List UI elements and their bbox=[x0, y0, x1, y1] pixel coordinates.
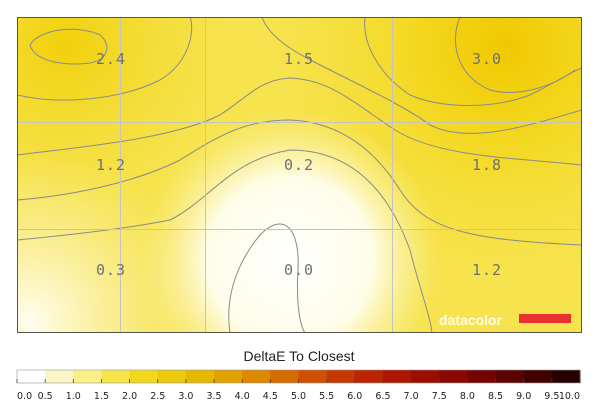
colorbar-tick-label: 3.0 bbox=[178, 391, 193, 402]
cell-label: 3.0 bbox=[472, 50, 502, 68]
cell-label: 1.2 bbox=[472, 261, 502, 279]
heatmap-cool-center bbox=[17, 17, 582, 333]
datacolor-logo-text: datacolor bbox=[439, 312, 503, 328]
datacolor-logo: datacolor bbox=[439, 312, 571, 328]
colorbar-segment bbox=[214, 370, 243, 383]
colorbar-tick-label: 7.5 bbox=[432, 391, 447, 402]
colorbar-tick-label: 0.5 bbox=[38, 391, 53, 402]
colorbar-tick-label: 8.5 bbox=[488, 391, 503, 402]
colorbar-tick-label: 10.0 bbox=[559, 391, 580, 402]
colorbar-segment bbox=[157, 370, 187, 383]
contour-line bbox=[17, 149, 433, 333]
contour-line bbox=[454, 17, 576, 93]
colorbar-segment bbox=[129, 370, 159, 383]
colorbar-tick-label: 5.5 bbox=[319, 391, 334, 402]
cell-value-labels: 2.4 1.5 3.0 1.2 0.2 1.8 0.3 0.0 1.2 bbox=[96, 50, 502, 279]
cell-label: 0.3 bbox=[96, 261, 126, 279]
colorbar-segment bbox=[270, 370, 300, 383]
colorbar-tick-label: 2.5 bbox=[150, 391, 165, 402]
colorbar-segment bbox=[439, 370, 468, 383]
colorbar-segment bbox=[495, 370, 525, 383]
colorbar-tick-label: 6.5 bbox=[375, 391, 390, 402]
colorbar-segment bbox=[551, 370, 581, 383]
colorbar-tick-label: 7.0 bbox=[404, 391, 419, 402]
colorbar-segment bbox=[298, 370, 328, 383]
colorbar-segment bbox=[326, 370, 356, 383]
colorbar-tick-label: 6.0 bbox=[347, 391, 362, 402]
colorbar-tick-label: 8.0 bbox=[460, 391, 475, 402]
contour-line bbox=[17, 17, 193, 101]
colorbar-segment bbox=[523, 370, 553, 383]
colorbar bbox=[16, 369, 581, 384]
colorbar-tick-label: 0.0 bbox=[17, 391, 32, 402]
colorbar-segment bbox=[73, 370, 103, 383]
colorbar-segment bbox=[17, 370, 46, 383]
contour-line bbox=[17, 77, 582, 166]
colorbar-tick-label: 9.0 bbox=[516, 391, 531, 402]
cell-label: 0.0 bbox=[284, 261, 314, 279]
cell-label: 1.2 bbox=[96, 156, 126, 174]
colorbar-tick-label: 1.5 bbox=[94, 391, 109, 402]
cell-label: 0.2 bbox=[284, 156, 314, 174]
colorbar-ticks: 0.0 0.5 1.0 1.5 2.0 2.5 3.0 3.5 4.0 4.5 5.0 5.5 6.0 6… bbox=[16, 379, 581, 402]
colorbar-title: DeltaE To Closest bbox=[243, 348, 354, 364]
colorbar-segment bbox=[242, 370, 271, 383]
colorbar-segment bbox=[354, 370, 384, 383]
contour-lines bbox=[17, 17, 582, 333]
grid-lines bbox=[17, 17, 582, 333]
colorbar-segment bbox=[101, 370, 131, 383]
colorbar-tick-label: 9.5 bbox=[544, 391, 559, 402]
colorbar-tick-label: 1.0 bbox=[66, 391, 81, 402]
contour-line bbox=[17, 119, 582, 246]
colorbar-segment bbox=[185, 370, 215, 383]
colorbar-tick-label: 4.5 bbox=[263, 391, 278, 402]
heatmap-plot-area bbox=[17, 17, 582, 333]
cell-label: 1.5 bbox=[284, 50, 314, 68]
contour-line bbox=[261, 17, 582, 134]
contour-line bbox=[29, 28, 108, 65]
cell-label: 2.4 bbox=[96, 50, 126, 68]
cell-label: 1.8 bbox=[472, 156, 502, 174]
datacolor-logo-bar bbox=[519, 314, 571, 323]
colorbar-segment bbox=[45, 370, 74, 383]
contour-line bbox=[228, 223, 306, 333]
colorbar-tick-label: 4.0 bbox=[235, 391, 250, 402]
plot-border bbox=[17, 17, 582, 333]
colorbar-tick-label: 5.0 bbox=[291, 391, 306, 402]
colorbar-tick-label: 2.0 bbox=[122, 391, 137, 402]
colorbar-segment bbox=[467, 370, 497, 383]
colorbar-segment bbox=[382, 370, 412, 383]
colorbar-tick-label: 3.5 bbox=[206, 391, 221, 402]
colorbar-segment bbox=[411, 370, 440, 383]
